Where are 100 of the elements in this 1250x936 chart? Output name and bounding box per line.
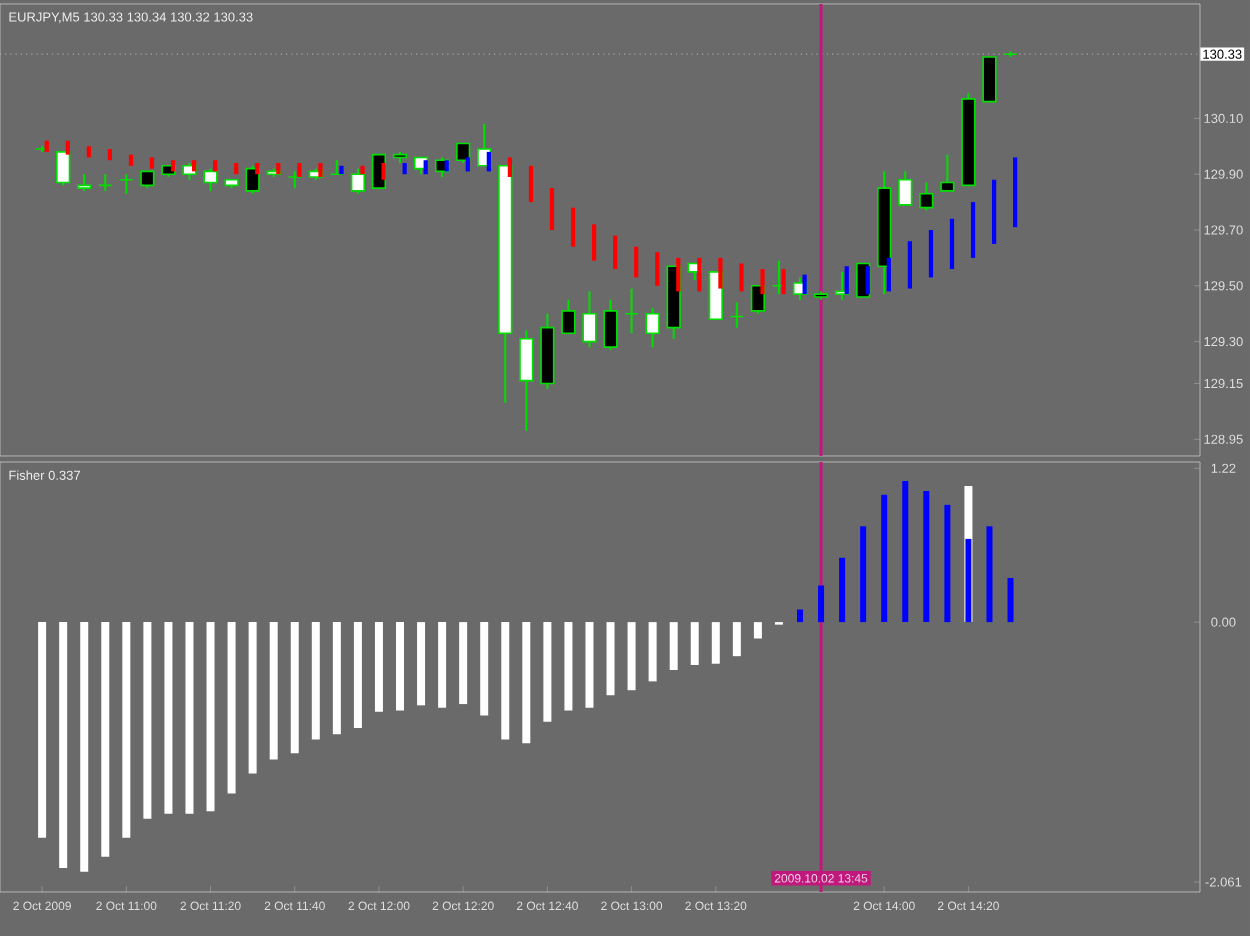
bar <box>402 163 407 175</box>
bar <box>592 224 597 261</box>
bar <box>234 163 239 175</box>
candlestick <box>919 181 934 212</box>
bar <box>818 585 825 623</box>
bar <box>881 494 888 623</box>
bar <box>991 179 997 244</box>
bar <box>606 622 615 696</box>
candlestick <box>119 173 134 195</box>
bar <box>860 526 867 623</box>
candlestick <box>603 298 618 351</box>
bar <box>655 252 660 286</box>
candlestick <box>982 56 997 103</box>
bar <box>374 622 383 712</box>
bar <box>507 157 513 177</box>
bar <box>86 146 91 158</box>
bar <box>760 269 765 295</box>
bar <box>170 160 176 172</box>
bar <box>902 480 909 623</box>
bar <box>944 504 951 623</box>
bar <box>564 622 573 711</box>
bar <box>164 622 173 814</box>
bar <box>501 622 510 740</box>
bar <box>465 157 470 172</box>
bar <box>227 622 236 794</box>
bar <box>886 257 891 292</box>
bar <box>438 622 447 708</box>
bar <box>248 622 257 774</box>
bar <box>528 165 534 203</box>
bar <box>101 622 110 857</box>
candlestick <box>561 298 576 335</box>
bar <box>65 140 70 155</box>
bar <box>128 154 134 166</box>
bar <box>676 257 681 292</box>
bar <box>570 207 576 247</box>
bar <box>549 188 555 230</box>
bar <box>332 622 341 735</box>
bar <box>613 235 618 270</box>
bar <box>417 622 426 706</box>
bar <box>459 622 468 705</box>
candlestick <box>56 150 71 187</box>
candlestick <box>287 170 302 190</box>
bar <box>206 622 215 812</box>
bar <box>781 269 786 295</box>
bar <box>59 622 68 869</box>
candlestick <box>350 167 366 195</box>
bar <box>318 163 323 177</box>
candlestick <box>624 287 639 335</box>
bar <box>669 622 678 671</box>
bar <box>634 246 639 278</box>
bar <box>711 622 720 664</box>
bar <box>360 165 365 175</box>
bar <box>38 622 47 838</box>
bar <box>865 266 870 295</box>
bar <box>480 622 489 716</box>
bar <box>297 163 302 177</box>
candlestick <box>771 259 787 296</box>
bar <box>1007 577 1014 623</box>
bar <box>739 263 744 292</box>
bar <box>396 622 404 711</box>
candlestick <box>245 164 260 195</box>
bar <box>269 622 278 760</box>
bar <box>311 622 320 740</box>
bar <box>648 622 657 682</box>
bar <box>690 622 699 665</box>
bar <box>107 149 113 161</box>
bar <box>122 622 131 838</box>
candlestick <box>898 170 913 206</box>
bar <box>80 622 89 872</box>
bar <box>149 157 155 169</box>
candlestick <box>582 290 597 349</box>
bar <box>718 257 723 289</box>
bar <box>44 140 49 152</box>
bar <box>928 229 934 278</box>
bar <box>381 163 386 180</box>
bar <box>965 538 972 623</box>
bar <box>970 202 976 258</box>
bar <box>185 622 194 814</box>
bar <box>907 241 912 289</box>
bar <box>753 622 762 639</box>
candlestick <box>203 167 218 192</box>
candlestick <box>519 329 534 432</box>
bar <box>949 218 955 270</box>
candlestick <box>645 307 660 349</box>
bar <box>797 609 803 623</box>
candlestick <box>940 153 955 192</box>
bar <box>627 622 636 691</box>
bar <box>839 557 846 623</box>
bar <box>923 490 930 623</box>
bar <box>143 622 152 819</box>
bar <box>522 622 531 744</box>
candlestick <box>729 301 744 329</box>
candlestick <box>98 173 113 192</box>
bar <box>339 165 344 175</box>
bar <box>1013 157 1018 228</box>
bar <box>585 622 594 708</box>
bar <box>986 526 993 623</box>
bar <box>353 622 362 729</box>
bar <box>543 622 552 722</box>
bar <box>276 163 281 175</box>
